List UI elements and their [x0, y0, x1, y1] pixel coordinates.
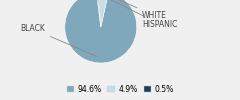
Legend: 94.6%, 4.9%, 0.5%: 94.6%, 4.9%, 0.5%	[66, 84, 174, 94]
Wedge shape	[97, 0, 108, 27]
Text: BLACK: BLACK	[20, 24, 97, 56]
Wedge shape	[65, 0, 137, 63]
Text: HISPANIC: HISPANIC	[100, 0, 178, 29]
Wedge shape	[96, 0, 101, 27]
Text: WHITE: WHITE	[106, 0, 167, 20]
